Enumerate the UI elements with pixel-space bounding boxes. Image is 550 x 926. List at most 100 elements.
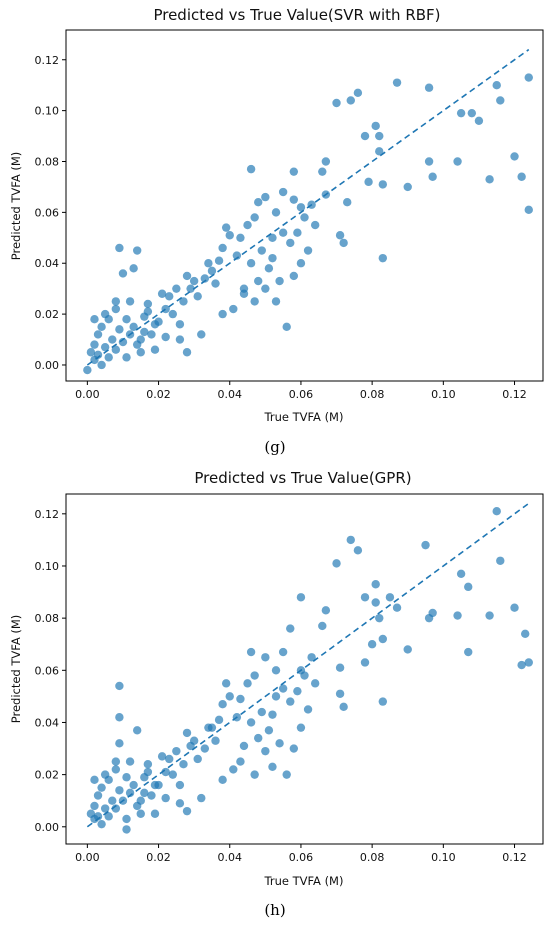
data-point — [278, 684, 288, 693]
data-point — [282, 322, 291, 332]
data-point — [289, 167, 299, 176]
data-point — [403, 645, 412, 654]
data-point — [115, 325, 124, 334]
x-tick-label: 0.04 — [217, 388, 242, 401]
x-tick-label: 0.00 — [75, 388, 100, 401]
data-point — [125, 757, 135, 766]
data-point — [271, 692, 281, 701]
data-point — [122, 773, 131, 782]
data-point — [200, 274, 210, 283]
data-point — [517, 172, 526, 181]
data-point — [254, 197, 263, 207]
data-point — [510, 603, 519, 612]
y-tick-label: 0.04 — [35, 257, 60, 270]
data-point — [371, 598, 380, 607]
data-point — [93, 330, 103, 339]
data-point — [172, 746, 181, 756]
data-point — [108, 335, 117, 344]
data-point — [246, 259, 256, 268]
data-point — [392, 78, 402, 87]
plot-area — [65, 29, 544, 382]
data-point — [282, 770, 291, 779]
data-point — [218, 309, 227, 319]
data-point — [246, 647, 256, 657]
data-point — [161, 767, 170, 777]
data-point — [179, 759, 188, 769]
data-point — [175, 335, 185, 344]
data-point — [214, 256, 224, 265]
data-point — [268, 253, 277, 263]
y-tick-label: 0.10 — [35, 560, 60, 573]
data-point — [157, 752, 167, 761]
data-point — [143, 767, 153, 777]
x-tick-label: 0.10 — [431, 388, 456, 401]
y-tick-label: 0.12 — [35, 54, 60, 67]
data-point — [453, 611, 462, 620]
data-point — [182, 728, 192, 738]
data-point — [115, 739, 124, 748]
data-point — [150, 320, 160, 329]
data-point — [257, 246, 266, 255]
data-point — [464, 647, 473, 657]
data-point — [168, 309, 177, 319]
data-point — [118, 269, 128, 278]
data-point — [293, 686, 302, 696]
x-axis-label: True TVFA (M) — [264, 410, 344, 424]
reference-line-layer — [86, 502, 530, 828]
data-point — [296, 259, 306, 268]
data-point — [378, 634, 388, 644]
data-point — [346, 96, 355, 105]
data-point — [321, 606, 331, 615]
data-point — [286, 624, 295, 633]
data-point — [165, 292, 174, 301]
data-point — [232, 713, 242, 722]
data-point — [200, 744, 210, 753]
data-point — [100, 342, 110, 352]
x-tick-label: 0.02 — [146, 851, 171, 864]
data-point — [264, 726, 274, 735]
data-point — [90, 314, 99, 324]
y-tick-label: 0.02 — [35, 308, 60, 321]
data-point — [243, 679, 252, 688]
data-point — [496, 556, 505, 565]
data-point — [428, 172, 437, 181]
data-point — [353, 546, 363, 555]
data-point — [132, 801, 142, 811]
data-point — [86, 348, 96, 357]
data-point — [140, 327, 149, 337]
data-point — [246, 164, 256, 174]
data-point — [378, 253, 388, 263]
data-point — [186, 284, 195, 293]
data-point — [367, 640, 377, 649]
plot-area — [65, 493, 544, 845]
data-point — [286, 238, 295, 248]
data-point — [211, 736, 220, 745]
data-point — [250, 671, 259, 680]
x-tick-label: 0.02 — [146, 388, 171, 401]
data-point — [467, 108, 477, 118]
data-point — [453, 157, 462, 166]
data-point — [93, 812, 103, 821]
data-point — [115, 243, 124, 253]
x-axis-label: True TVFA (M) — [264, 874, 344, 888]
data-point — [111, 804, 121, 813]
data-point — [321, 157, 331, 166]
data-point — [239, 284, 249, 293]
data-point — [168, 770, 177, 779]
data-point — [250, 770, 259, 779]
data-point — [296, 593, 306, 602]
data-point — [278, 647, 288, 657]
axis-ticks: 0.00 0.02 0.04 0.06 0.08 0.10 0.12 0.00 0.02 0.04… — [35, 54, 527, 401]
data-point — [364, 177, 373, 187]
x-tick-label: 0.04 — [217, 851, 242, 864]
data-point — [300, 671, 309, 680]
panel-caption-g: (g) — [264, 438, 285, 456]
data-point — [161, 793, 170, 803]
data-point — [360, 593, 370, 602]
data-point — [179, 297, 188, 306]
data-point — [371, 121, 380, 131]
data-point — [90, 340, 99, 349]
data-point — [332, 559, 341, 568]
x-tick-label: 0.08 — [360, 388, 385, 401]
